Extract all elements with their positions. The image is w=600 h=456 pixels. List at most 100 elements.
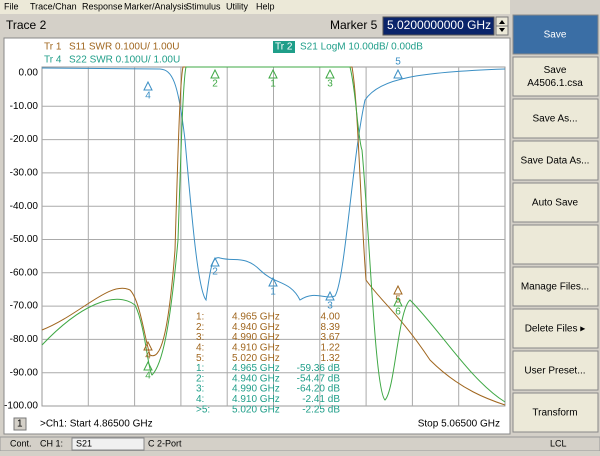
marker-flag: 1 xyxy=(270,79,276,90)
marker-reading: 4.00 xyxy=(321,312,341,323)
menu-item[interactable]: Stimulus xyxy=(186,1,221,11)
softkey-label: User Preset... xyxy=(524,366,585,377)
softkey[interactable] xyxy=(512,308,599,349)
softkey[interactable] xyxy=(512,98,599,139)
softkey[interactable] xyxy=(512,140,599,181)
softkey[interactable] xyxy=(512,182,599,223)
y-axis-label: 0.00 xyxy=(19,68,39,79)
marker-index: 2: xyxy=(196,373,204,384)
softkey[interactable] xyxy=(512,224,599,265)
trace-id: Tr 4 xyxy=(44,55,62,66)
marker-index: 3: xyxy=(196,332,204,343)
menu-bar xyxy=(0,0,510,14)
softkey-label: A4506.1.csa xyxy=(527,78,583,89)
marker-flag: 4 xyxy=(145,91,151,102)
marker-triangle xyxy=(393,284,403,295)
s21-trace xyxy=(41,67,506,302)
status-item: CH 1: xyxy=(40,438,63,448)
y-axis-label: -50.00 xyxy=(10,234,39,245)
s22-trace xyxy=(41,66,506,403)
marker-triangle xyxy=(268,68,278,79)
menu-item[interactable]: Utility xyxy=(226,1,248,11)
grid: 0.00 -10.00 -20.00 -30.00 -40.00 -50.00 -60.00… xyxy=(4,67,505,412)
marker-freq: 4.990 GHz xyxy=(232,384,280,395)
s11-trace xyxy=(41,66,506,406)
marker-reading: -2.25 dB xyxy=(302,404,340,415)
menu-item[interactable]: Help xyxy=(256,1,275,11)
softkey[interactable] xyxy=(512,14,599,55)
menu-item[interactable]: File xyxy=(4,1,19,11)
trace-id: Tr 1 xyxy=(44,42,62,53)
marker-index: 2: xyxy=(196,322,204,333)
softkey-label: Delete Files ▸ xyxy=(525,324,586,335)
softkey[interactable] xyxy=(512,266,599,307)
y-axis-label: -40.00 xyxy=(10,201,39,212)
menu-item[interactable]: Marker/Analysis xyxy=(124,1,189,11)
trace-id: Tr 2 xyxy=(275,42,293,53)
stop-freq: Stop 5.06500 GHz xyxy=(418,419,500,430)
channel-box xyxy=(13,417,27,431)
marker-freq: 4.965 GHz xyxy=(232,312,280,323)
marker-freq: 5.020 GHz xyxy=(232,353,280,364)
marker-freq: 5.020 GHz xyxy=(232,404,280,415)
softkey-label: Transform xyxy=(532,408,577,419)
trace-desc: S21 LogM 10.00dB/ 0.00dB xyxy=(300,42,423,53)
trace-label: Trace 2 xyxy=(6,18,47,32)
softkey-label: Save xyxy=(544,65,567,76)
marker-freq: 4.990 GHz xyxy=(232,332,280,343)
marker-triangle xyxy=(143,340,153,351)
marker-flag: 3 xyxy=(327,301,333,312)
marker-triangle xyxy=(210,256,220,267)
marker-reading: -59.36 dB xyxy=(297,363,341,374)
y-axis-label: -90.00 xyxy=(10,367,39,378)
marker-flag: 3 xyxy=(327,79,333,90)
softkey-panel: Save Save A4506.1.csa Save As... Save Data A… xyxy=(512,14,599,433)
y-axis-label: -10.00 xyxy=(10,101,39,112)
marker-reading: -2.41 dB xyxy=(302,394,340,405)
marker-flag: 5 xyxy=(395,57,401,68)
marker-triangle xyxy=(325,290,335,301)
trace-legend: Tr 1 S11 SWR 0.100U/ 1.00U Tr 4 S22 SWR 0.1… xyxy=(44,41,423,66)
softkey[interactable] xyxy=(512,350,599,391)
marker-flag: 6 xyxy=(395,307,401,318)
softkey[interactable] xyxy=(512,392,599,433)
marker-reading: 1.22 xyxy=(321,343,341,354)
marker-label: Marker 5 xyxy=(330,18,378,32)
menu-item[interactable]: Response xyxy=(82,1,123,11)
marker-index: 1: xyxy=(196,312,204,323)
marker-index: 5: xyxy=(196,353,204,364)
marker-freq: 4.910 GHz xyxy=(232,394,280,405)
softkey[interactable] xyxy=(512,56,599,97)
marker-reading: -54.47 dB xyxy=(297,373,341,384)
marker-triangle xyxy=(210,68,220,79)
marker-reading: 1.32 xyxy=(321,353,341,364)
marker-freq: 4.940 GHz xyxy=(232,373,280,384)
active-trace-box xyxy=(273,41,295,53)
marker-input[interactable] xyxy=(382,16,495,36)
marker-triangle xyxy=(143,80,153,91)
marker-reading: -64.20 dB xyxy=(297,384,341,395)
marker-reading: 8.39 xyxy=(321,322,341,333)
marker-flag: 5 xyxy=(395,295,401,306)
softkey-label: Save Data As... xyxy=(521,156,590,167)
y-axis-label: -70.00 xyxy=(10,301,39,312)
marker-index: 4: xyxy=(196,394,204,405)
trace-desc: S22 SWR 0.100U/ 1.00U xyxy=(69,55,180,66)
marker-index: 1: xyxy=(196,363,204,374)
marker-freq: 4.910 GHz xyxy=(232,343,280,354)
marker-freq: 4.940 GHz xyxy=(232,322,280,333)
marker-reading: 3.67 xyxy=(321,332,341,343)
y-axis-label: -30.00 xyxy=(10,168,39,179)
menu-item[interactable]: Trace/Chan xyxy=(30,1,77,11)
status-items: Cont. CH 1: S21 C 2-Port LCL xyxy=(10,438,567,448)
marker-triangle xyxy=(143,360,153,371)
softkey-label: Save As... xyxy=(532,114,577,125)
marker-triangle xyxy=(325,68,335,79)
marker-triangle xyxy=(393,296,403,307)
spin-arrows xyxy=(499,20,505,32)
channel-number: 1 xyxy=(17,419,23,430)
marker-flag: 4 xyxy=(145,351,151,362)
status-item: Cont. xyxy=(10,438,32,448)
